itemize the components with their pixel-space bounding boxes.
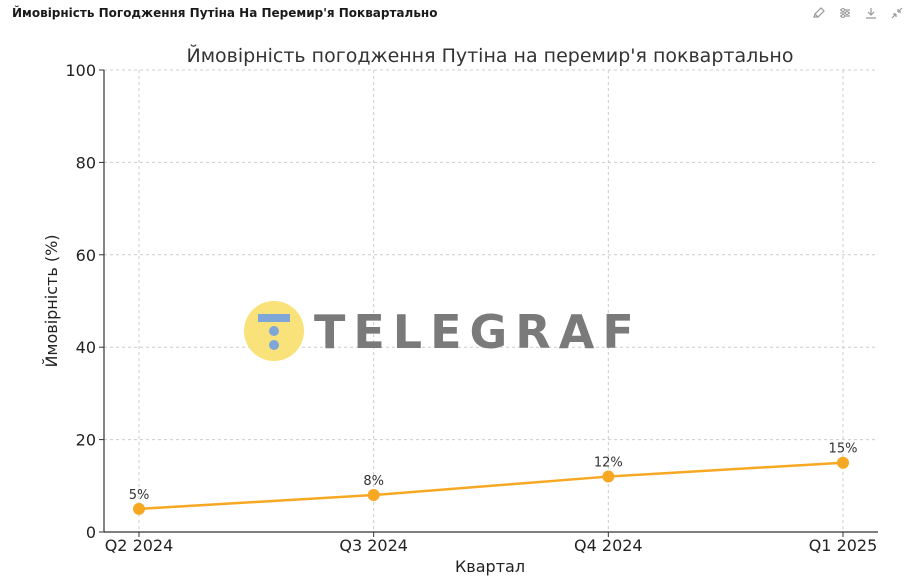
x-tick-label: Q2 2024 <box>105 536 174 555</box>
x-tick-label: Q3 2024 <box>339 536 408 555</box>
series-line <box>138 461 844 511</box>
y-tick-label: 80 <box>76 153 96 172</box>
y-tick-label: 60 <box>76 246 96 265</box>
y-tick-label: 0 <box>86 523 96 542</box>
data-point[interactable] <box>367 489 380 502</box>
watermark-dot-icon <box>269 326 279 336</box>
settings-icon[interactable] <box>837 5 853 21</box>
x-tick-label: Q1 2025 <box>809 536 878 555</box>
watermark-bar-icon <box>258 314 290 322</box>
data-label: 5% <box>129 488 150 503</box>
x-tick-label: Q4 2024 <box>574 536 643 555</box>
watermark-dot-icon <box>269 340 279 350</box>
data-label: 12% <box>594 456 623 471</box>
data-point[interactable] <box>133 502 145 515</box>
data-label: 8% <box>363 474 384 489</box>
edit-icon[interactable] <box>811 5 827 21</box>
series: 5% 8% 12% 15% <box>129 442 858 515</box>
collapse-icon[interactable] <box>889 5 905 21</box>
data-point[interactable] <box>602 470 615 483</box>
y-tick-label: 100 <box>65 61 96 80</box>
data-point[interactable] <box>837 456 849 469</box>
watermark: TELEGRAF <box>244 301 642 361</box>
y-axis-label: Ймовірність (%) <box>42 234 61 367</box>
y-tick-label: 40 <box>76 338 96 357</box>
download-icon[interactable] <box>863 5 879 21</box>
chart-title: Ймовірність погодження Путіна на перемир… <box>187 44 794 67</box>
grid <box>104 69 878 532</box>
data-label: 15% <box>829 442 858 457</box>
watermark-text: TELEGRAF <box>314 305 642 359</box>
axes: 0 20 40 60 80 100 Q2 2024 Q3 2024 Q4 2024 Q1 2025 <box>65 61 878 555</box>
y-tick-label: 20 <box>76 431 96 450</box>
chart-toolbar <box>811 5 905 21</box>
page-title: Ймовірність Погодження Путіна На Перемир… <box>12 6 438 20</box>
x-axis-label: Квартал <box>455 557 525 576</box>
